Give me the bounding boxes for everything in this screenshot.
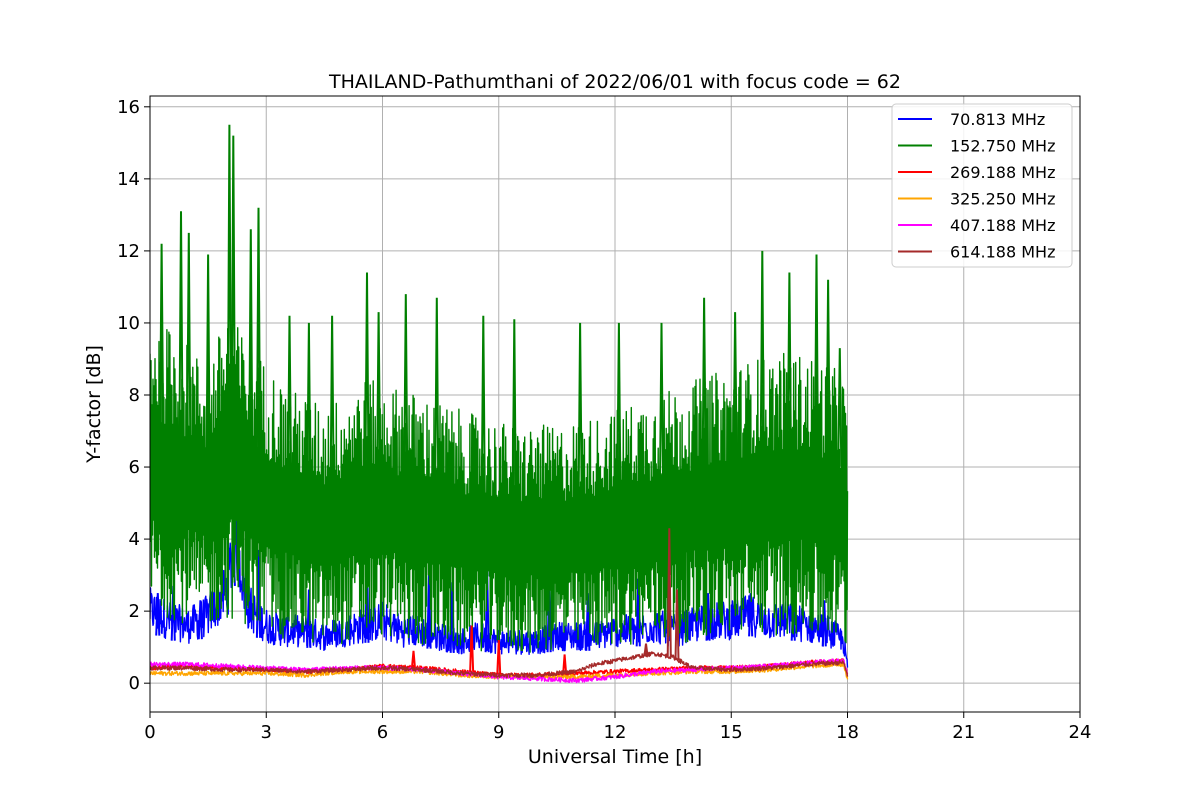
x-tick-label: 18: [836, 722, 859, 743]
y-tick-label: 2: [129, 601, 140, 622]
x-tick-label: 3: [261, 722, 272, 743]
legend-label: 325.250 MHz: [950, 190, 1055, 209]
series-group: [150, 124, 849, 684]
series-peak: [306, 322, 312, 484]
y-tick-label: 8: [129, 385, 140, 406]
legend-label: 269.188 MHz: [950, 163, 1055, 182]
series-peak: [434, 297, 440, 486]
y-tick-label: 12: [117, 241, 140, 262]
x-tick-label: 15: [720, 722, 743, 743]
x-tick-label: 6: [377, 722, 388, 743]
series-peak: [410, 650, 416, 669]
series-peak: [255, 207, 262, 453]
series-peak: [577, 322, 583, 499]
series-peak: [659, 322, 664, 480]
series-peak: [159, 243, 165, 431]
x-tick-label: 0: [144, 722, 155, 743]
series-peak: [403, 294, 409, 478]
x-axis-label: Universal Time [h]: [528, 746, 702, 768]
series-peak: [197, 600, 203, 640]
series-peak: [511, 319, 517, 504]
series-peak: [306, 589, 312, 648]
series-peak: [376, 312, 382, 473]
y-tick-label: 6: [129, 457, 140, 478]
series-peak: [205, 254, 211, 462]
series-peak: [496, 639, 502, 677]
series-line: [150, 323, 849, 653]
series-peak: [287, 315, 293, 478]
series-peak: [248, 229, 254, 447]
x-tick-label: 24: [1069, 722, 1092, 743]
series-peak: [674, 589, 680, 661]
series-peak: [178, 211, 184, 442]
y-tick-label: 16: [117, 97, 140, 118]
legend: 70.813 MHz 152.750 MHz 269.188 MHz 325.250 …: [891, 103, 1073, 268]
series-peak: [329, 315, 335, 487]
series-line: [150, 651, 849, 678]
y-tick-label: 4: [129, 529, 140, 550]
series-peak: [616, 322, 622, 491]
x-tick-label: 9: [493, 722, 504, 743]
series-peak: [825, 279, 831, 459]
series-peak: [155, 593, 161, 636]
chart-title: THAILAND-Pathumthani of 2022/06/01 with …: [328, 71, 901, 93]
series-peak: [469, 625, 475, 674]
series-peak: [813, 254, 819, 456]
series-peak: [226, 124, 232, 424]
series-peak: [837, 348, 843, 467]
series-peak: [230, 135, 236, 428]
x-tick-label: 21: [952, 722, 975, 743]
series-peak: [480, 315, 486, 498]
series-peak: [759, 250, 765, 455]
x-tick-label: 12: [604, 722, 627, 743]
legend-label: 152.750 MHz: [950, 137, 1055, 156]
series-peak: [562, 654, 568, 675]
y-tick-label: 10: [117, 313, 140, 334]
y-axis-label: Y-factor [dB]: [83, 345, 105, 464]
y-tick-label: 0: [129, 673, 140, 694]
series-peak: [732, 312, 738, 463]
legend-box: [891, 103, 1073, 268]
y-tick-label: 14: [117, 169, 140, 190]
series-peak: [786, 272, 792, 452]
series-5: [150, 528, 849, 678]
legend-label: 614.188 MHz: [950, 243, 1055, 262]
series-peak: [821, 600, 827, 647]
legend-label: 70.813 MHz: [950, 110, 1045, 129]
series-peak: [186, 232, 192, 447]
series-peak: [701, 297, 707, 469]
series-peak: [364, 272, 370, 470]
legend-label: 407.188 MHz: [950, 216, 1055, 235]
series-1: [150, 124, 849, 653]
series-peak: [666, 528, 672, 658]
series-peak: [643, 643, 649, 656]
